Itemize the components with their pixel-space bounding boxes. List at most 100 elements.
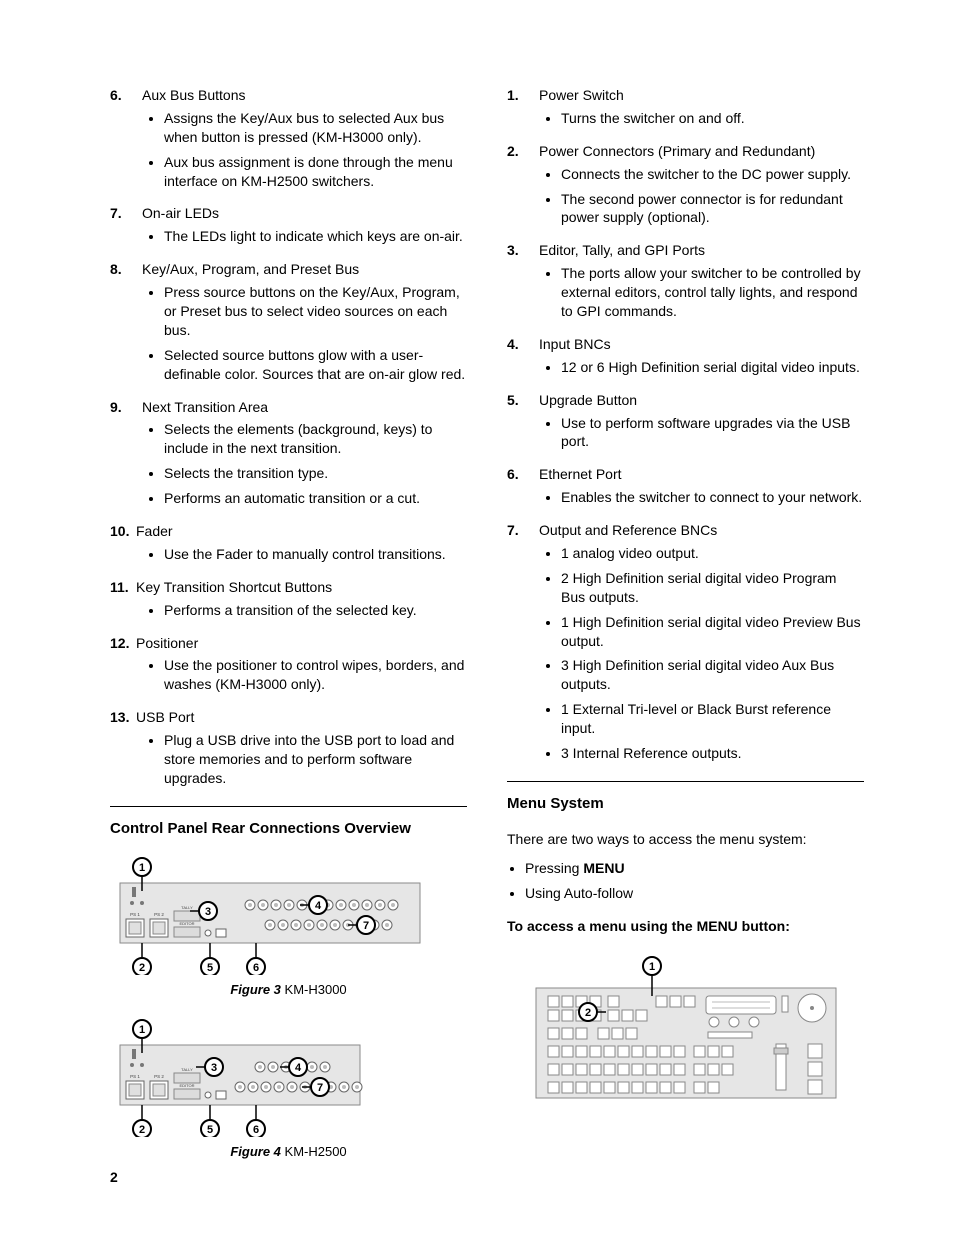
figure-text: KM-H3000: [281, 982, 347, 997]
divider: [507, 781, 864, 782]
item-number: 9.: [110, 398, 142, 417]
bullet: 2 High Definition serial digital video P…: [561, 569, 864, 607]
rear-panel-diagram-h3000: PS 1PS 2TALLYEDITOR1347256: [110, 855, 430, 975]
item-number: 8.: [110, 260, 142, 279]
bullet: 1 High Definition serial digital video P…: [561, 613, 864, 651]
paragraph: There are two ways to access the menu sy…: [507, 830, 864, 849]
item-number: 6.: [110, 86, 142, 105]
list-item: 13.USB Port Plug a USB drive into the US…: [110, 708, 467, 788]
bullet: The second power connector is for redund…: [561, 190, 864, 228]
list-item: 5.Upgrade Button Use to perform software…: [507, 391, 864, 452]
list-item: 6.Aux Bus Buttons Assigns the Key/Aux bu…: [110, 86, 467, 190]
bullet: 3 Internal Reference outputs.: [561, 744, 864, 763]
item-title: Key Transition Shortcut Buttons: [136, 578, 332, 597]
bullet: Plug a USB drive into the USB port to lo…: [164, 731, 467, 788]
item-number: 3.: [507, 241, 539, 260]
item-title: Input BNCs: [539, 335, 611, 354]
section-heading: Menu System: [507, 794, 864, 814]
svg-text:4: 4: [295, 1062, 302, 1074]
bullet: Pressing MENU: [525, 859, 864, 878]
list-item: 3.Editor, Tally, and GPI Ports The ports…: [507, 241, 864, 321]
menu-keyword: MENU: [583, 860, 624, 876]
item-number: 12.: [110, 634, 136, 653]
item-number: 7.: [507, 521, 539, 540]
instruction-heading: To access a menu using the MENU button:: [507, 917, 864, 936]
svg-text:1: 1: [648, 961, 654, 973]
item-number: 7.: [110, 204, 142, 223]
bullet: 1 analog video output.: [561, 544, 864, 563]
page-number: 2: [110, 1168, 118, 1187]
figure-label: Figure 3: [230, 982, 281, 997]
bullet: Aux bus assignment is done through the m…: [164, 153, 467, 191]
right-column: 1.Power Switch Turns the switcher on and…: [507, 86, 864, 1235]
bullet: Selects the elements (background, keys) …: [164, 420, 467, 458]
item-number: 5.: [507, 391, 539, 410]
list-item: 10.Fader Use the Fader to manually contr…: [110, 522, 467, 564]
svg-text:3: 3: [211, 1062, 217, 1074]
bullet: Selected source buttons glow with a user…: [164, 346, 467, 384]
list-item: 2.Power Connectors (Primary and Redundan…: [507, 142, 864, 228]
svg-text:EDITOR: EDITOR: [179, 1083, 194, 1088]
item-number: 13.: [110, 708, 136, 727]
left-column: 6.Aux Bus Buttons Assigns the Key/Aux bu…: [110, 86, 467, 1235]
list-item: 7.On-air LEDs The LEDs light to indicate…: [110, 204, 467, 246]
item-title: Power Switch: [539, 86, 624, 105]
bullet: 3 High Definition serial digital video A…: [561, 656, 864, 694]
bullet: Assigns the Key/Aux bus to selected Aux …: [164, 109, 467, 147]
divider: [110, 806, 467, 807]
svg-text:1: 1: [139, 1024, 145, 1036]
list-item: 8.Key/Aux, Program, and Preset Bus Press…: [110, 260, 467, 383]
svg-text:2: 2: [139, 962, 145, 974]
item-title: Next Transition Area: [142, 398, 268, 417]
item-number: 2.: [507, 142, 539, 161]
list-item: 9.Next Transition Area Selects the eleme…: [110, 398, 467, 508]
item-title: Upgrade Button: [539, 391, 637, 410]
svg-text:EDITOR: EDITOR: [179, 921, 194, 926]
figure-3: PS 1PS 2TALLYEDITOR1347256 Figure 3 KM-H…: [110, 855, 467, 999]
svg-text:2: 2: [584, 1007, 590, 1019]
item-number: 4.: [507, 335, 539, 354]
item-title: Power Connectors (Primary and Redundant): [539, 142, 815, 161]
bullet: Use the positioner to control wipes, bor…: [164, 656, 467, 694]
list-item: 7.Output and Reference BNCs 1 analog vid…: [507, 521, 864, 763]
svg-text:PS 1: PS 1: [130, 1074, 140, 1079]
list-item: 6.Ethernet Port Enables the switcher to …: [507, 465, 864, 507]
item-title: Output and Reference BNCs: [539, 521, 717, 540]
bullet: Press source buttons on the Key/Aux, Pro…: [164, 283, 467, 340]
bullet: Selects the transition type.: [164, 464, 467, 483]
bullet: Connects the switcher to the DC power su…: [561, 165, 864, 184]
bullet: 12 or 6 High Definition serial digital v…: [561, 358, 864, 377]
svg-text:PS 1: PS 1: [130, 912, 140, 917]
figure-text: KM-H2500: [281, 1144, 347, 1159]
svg-text:6: 6: [253, 962, 259, 974]
svg-text:7: 7: [317, 1082, 323, 1094]
svg-text:TALLY: TALLY: [181, 905, 193, 910]
svg-text:5: 5: [207, 1124, 213, 1136]
item-number: 11.: [110, 578, 136, 597]
item-title: Fader: [136, 522, 173, 541]
bullet: Use the Fader to manually control transi…: [164, 545, 467, 564]
item-number: 10.: [110, 522, 136, 541]
bullet: Performs a transition of the selected ke…: [164, 601, 467, 620]
bullet: Using Auto-follow: [525, 884, 864, 903]
figure-label: Figure 4: [230, 1144, 281, 1159]
bullet: Use to perform software upgrades via the…: [561, 414, 864, 452]
item-title: Aux Bus Buttons: [142, 86, 246, 105]
bullet: The LEDs light to indicate which keys ar…: [164, 227, 467, 246]
list-item: 12.Positioner Use the positioner to cont…: [110, 634, 467, 695]
svg-text:7: 7: [363, 920, 369, 932]
svg-text:3: 3: [205, 906, 211, 918]
rear-panel-diagram-h2500: PS 1PS 2TALLYEDITOR1347256: [110, 1017, 430, 1137]
svg-text:6: 6: [253, 1124, 259, 1136]
item-title: Key/Aux, Program, and Preset Bus: [142, 260, 359, 279]
svg-text:PS 2: PS 2: [154, 912, 164, 917]
item-title: On-air LEDs: [142, 204, 219, 223]
svg-text:PS 2: PS 2: [154, 1074, 164, 1079]
item-number: 1.: [507, 86, 539, 105]
bullet: Performs an automatic transition or a cu…: [164, 489, 467, 508]
bullet: Enables the switcher to connect to your …: [561, 488, 864, 507]
list-item: 1.Power Switch Turns the switcher on and…: [507, 86, 864, 128]
item-title: Ethernet Port: [539, 465, 622, 484]
item-title: USB Port: [136, 708, 194, 727]
svg-text:1: 1: [139, 862, 145, 874]
